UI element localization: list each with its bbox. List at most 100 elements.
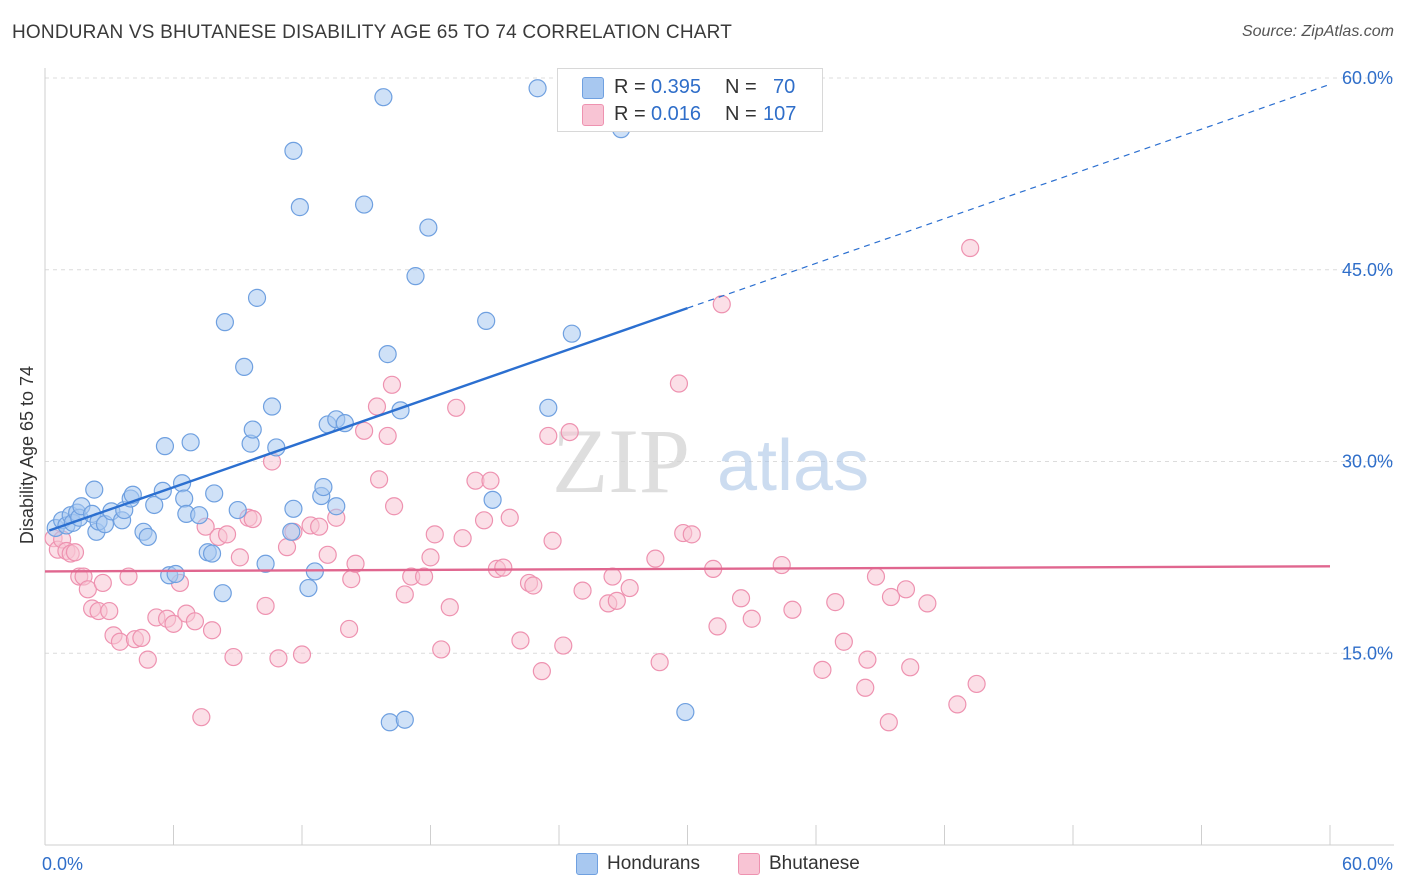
bhutanese-point <box>620 578 639 598</box>
bhutanese-trend-line <box>44 565 1331 573</box>
honduran-point <box>247 288 267 307</box>
honduran-point <box>262 397 282 416</box>
y-tick-label: 30.0% <box>1342 452 1393 472</box>
y-tick-label: 15.0% <box>1342 643 1393 663</box>
bhutanese-point <box>858 650 877 669</box>
honduran-point <box>335 414 354 433</box>
bhutanese-point <box>560 422 579 442</box>
honduran-point <box>539 398 558 417</box>
honduran-point <box>282 522 301 541</box>
watermark: ZIP atlas <box>552 410 869 512</box>
bhutanese-point <box>340 619 359 639</box>
bhutanese-point <box>856 678 875 697</box>
bhutanese-point <box>447 398 466 417</box>
bhutanese-point <box>603 567 622 586</box>
bhutanese-point <box>961 238 980 258</box>
bhutanese-point <box>382 375 402 394</box>
bhutanese-point <box>224 647 243 667</box>
honduran-point <box>205 484 224 503</box>
honduran-trend-line <box>48 306 688 532</box>
bhutanese-point <box>185 612 205 631</box>
bhutanese-point <box>440 598 459 617</box>
bhutanese-point <box>378 426 397 446</box>
bhutanese-point <box>318 545 337 564</box>
bhutanese-point <box>543 531 562 550</box>
bhutanese-point <box>277 538 297 557</box>
bhutanese-point <box>78 580 97 599</box>
bhutanese-point <box>901 658 920 677</box>
bhutanese-point <box>948 695 967 714</box>
bhutanese-point <box>772 555 791 575</box>
legend-label-hondurans: Hondurans <box>607 853 700 874</box>
honduran-point <box>355 195 374 214</box>
chart-title: HONDURAN VS BHUTANESE DISABILITY AGE 65 … <box>12 22 733 43</box>
bhutanese-point <box>453 529 472 548</box>
bhutanese-point <box>474 511 494 530</box>
bhutanese-point <box>669 374 689 393</box>
honduran-point <box>378 345 397 364</box>
bhutanese-point <box>421 548 440 567</box>
data-points <box>44 79 986 732</box>
x-tick-label: 60.0% <box>1342 854 1393 874</box>
bhutanese-point <box>100 601 119 621</box>
bhutanese-point <box>646 549 665 568</box>
series-legend: Hondurans Bhutanese <box>0 852 1406 878</box>
bhutanese-point <box>132 628 151 648</box>
watermark-atlas: atlas <box>717 426 869 506</box>
correlation-legend: R = 0.395 N = 70 R = 0.016 N = 107 <box>557 68 823 132</box>
legend-r-value: 0.395 <box>651 76 702 98</box>
x-tick-label: 0.0% <box>42 854 83 874</box>
legend-row-bhutanese: R = 0.016 N = 107 <box>558 101 822 127</box>
honduran-point <box>395 710 414 729</box>
bhutanese-point <box>110 632 130 651</box>
axes <box>44 68 1394 846</box>
honduran-point <box>235 357 254 377</box>
x-tick-labels: 0.0% 60.0% <box>42 854 1393 874</box>
bhutanese-point <box>573 581 592 600</box>
bhutanese-point <box>192 708 211 727</box>
honduran-point <box>284 141 303 160</box>
honduran-trend-extension <box>687 83 1331 309</box>
y-tick-labels: 15.0% 30.0% 45.0% 60.0% <box>1342 68 1393 663</box>
honduran-point <box>138 527 157 547</box>
legend-n-label: N = <box>725 103 757 125</box>
bhutanese-point <box>532 662 551 681</box>
honduran-point <box>155 437 175 456</box>
bhutanese-point <box>292 645 312 664</box>
legend-n-value: 107 <box>763 103 797 125</box>
legend-row-hondurans: R = 0.395 N = 70 <box>558 74 822 100</box>
honduran-point <box>190 506 209 525</box>
honduran-point <box>419 218 438 237</box>
bhutanese-point <box>395 585 414 604</box>
bhutanese-point <box>346 554 365 573</box>
bhutanese-point <box>918 594 937 613</box>
honduran-point <box>290 198 309 217</box>
legend-swatch-bhutanese <box>738 853 760 875</box>
bhutanese-point <box>731 589 751 608</box>
honduran-point <box>181 433 200 452</box>
legend-swatch-hondurans <box>576 853 598 875</box>
bhutanese-point <box>432 640 451 659</box>
trend-lines <box>44 83 1331 573</box>
bhutanese-point <box>708 617 727 636</box>
bhutanese-point <box>65 543 85 562</box>
bhutanese-point <box>310 517 329 536</box>
bhutanese-point <box>202 621 222 640</box>
legend-n-value: 70 <box>773 76 796 98</box>
honduran-point <box>284 499 303 518</box>
bhutanese-point <box>511 631 530 650</box>
bhutanese-point <box>494 558 513 577</box>
honduran-point <box>166 564 185 584</box>
honduran-point <box>85 480 104 499</box>
honduran-point <box>215 313 234 332</box>
bhutanese-point <box>879 713 898 732</box>
legend-r-label: R = <box>614 76 646 98</box>
honduran-point <box>380 713 399 732</box>
bhutanese-point <box>256 596 275 616</box>
bhutanese-point <box>138 650 157 669</box>
bhutanese-point <box>967 674 986 694</box>
bhutanese-point <box>834 632 853 651</box>
legend-label-bhutanese: Bhutanese <box>769 853 860 874</box>
honduran-point <box>256 554 275 573</box>
bhutanese-point <box>896 580 916 599</box>
